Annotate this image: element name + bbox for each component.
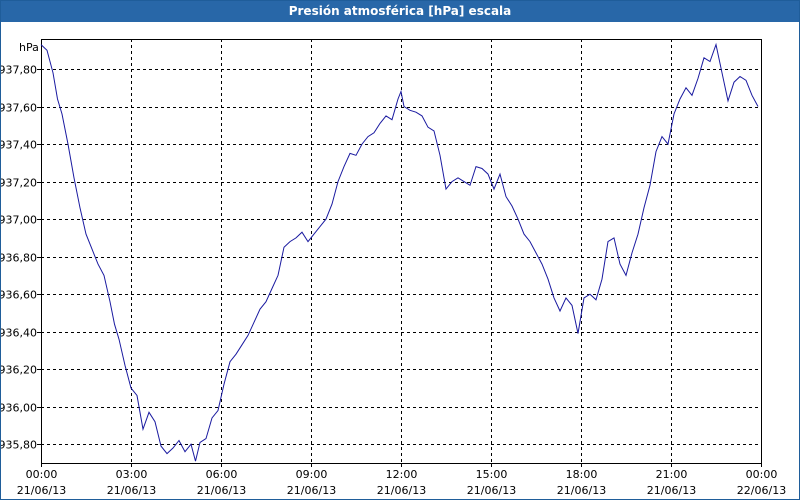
x-tick-time-label: 12:00 xyxy=(386,468,418,481)
x-tick-time-label: 09:00 xyxy=(296,468,328,481)
x-tick-date-label: 21/06/13 xyxy=(17,484,66,497)
y-axis-ticks: 935,80 936,00 936,20 936,40 936,60 936,80 937,… xyxy=(1,64,41,452)
y-tick-label: 937,60 xyxy=(1,102,37,115)
x-tick-time-label: 00:00 xyxy=(746,468,778,481)
x-tick-date-label: 21/06/13 xyxy=(467,484,516,497)
x-tick-time-label: 15:00 xyxy=(476,468,508,481)
y-tick-label: 936,40 xyxy=(1,327,37,340)
y-tick-label: 936,00 xyxy=(1,402,37,415)
y-tick-label: 937,40 xyxy=(1,139,37,152)
x-axis-ticks: 00:00 21/06/13 03:00 21/06/13 06:00 21/06/13 0… xyxy=(17,463,786,497)
x-tick-date-label: 21/06/13 xyxy=(377,484,426,497)
y-tick-label: 937,20 xyxy=(1,177,37,190)
pressure-series-line xyxy=(40,42,759,462)
x-tick-date-label: 21/06/13 xyxy=(287,484,336,497)
x-tick-date-label: 21/06/13 xyxy=(557,484,606,497)
y-tick-label: 937,00 xyxy=(1,214,37,227)
x-tick-time-label: 00:00 xyxy=(26,468,58,481)
y-tick-label: 936,20 xyxy=(1,364,37,377)
y-axis-label: hPa xyxy=(19,41,39,54)
x-tick-date-label: 21/06/13 xyxy=(647,484,696,497)
gridlines xyxy=(41,39,761,463)
x-tick-time-label: 21:00 xyxy=(656,468,688,481)
y-tick-label: 936,60 xyxy=(1,289,37,302)
chart-title: Presión atmosférica [hPa] escala xyxy=(1,1,799,22)
x-tick-date-label: 22/06/13 xyxy=(737,484,786,497)
y-tick-label: 936,80 xyxy=(1,252,37,265)
x-tick-date-label: 21/06/13 xyxy=(197,484,246,497)
y-tick-label: 935,80 xyxy=(1,439,37,452)
x-tick-time-label: 06:00 xyxy=(206,468,238,481)
y-tick-label: 937,80 xyxy=(1,64,37,77)
x-tick-time-label: 03:00 xyxy=(116,468,148,481)
x-tick-date-label: 21/06/13 xyxy=(107,484,156,497)
x-tick-time-label: 18:00 xyxy=(566,468,598,481)
